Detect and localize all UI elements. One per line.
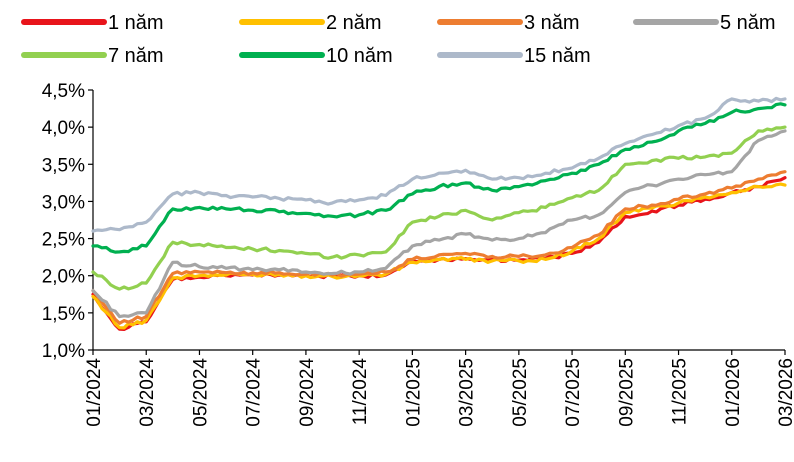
legend-label: 2 năm [326, 12, 382, 34]
x-tick-label: 03/2026 [776, 358, 794, 427]
legend-item: 7 năm [21, 45, 164, 67]
legend-label: 7 năm [108, 45, 164, 67]
x-tick-label: 01/2026 [723, 358, 744, 427]
y-tick-label: 1,0% [42, 341, 85, 362]
x-tick-label: 05/2024 [190, 358, 211, 427]
legend-item: 10 năm [239, 45, 393, 67]
x-tick-label: 07/2025 [563, 358, 584, 427]
series-line-2 [91, 182, 787, 330]
x-tick-label: 11/2024 [350, 358, 371, 426]
legend-label: 5 năm [720, 12, 776, 34]
series-line-4 [91, 129, 787, 319]
y-tick-label: 1,5% [42, 304, 85, 325]
x-tick-label: 09/2024 [297, 358, 318, 427]
legend-item: 5 năm [633, 12, 776, 34]
series-line-6 [91, 102, 787, 254]
legend-label: 1 năm [108, 12, 164, 34]
series-line-7 [91, 96, 787, 233]
x-tick-label: 09/2025 [616, 358, 637, 427]
y-tick-label: 4,0% [42, 118, 85, 139]
x-tick-label: 05/2025 [510, 358, 531, 427]
series-line-3 [91, 170, 787, 325]
y-tick-label: 2,0% [42, 267, 85, 288]
legend-label: 15 năm [524, 45, 591, 67]
y-tick-label: 2,5% [42, 230, 85, 251]
x-tick-label: 03/2024 [137, 358, 158, 427]
legend-item: 15 năm [437, 45, 591, 67]
legend-item: 3 năm [437, 12, 580, 34]
legend-item: 1 năm [21, 12, 164, 34]
y-tick-label: 3,5% [42, 155, 85, 176]
x-tick-label: 11/2025 [670, 358, 691, 425]
legend-item: 2 năm [239, 12, 382, 34]
series-line-5 [91, 125, 787, 291]
legend-label: 3 năm [524, 12, 580, 34]
x-tick-label: 01/2024 [84, 358, 105, 427]
x-tick-label: 03/2025 [457, 358, 478, 427]
x-tick-label: 01/2025 [403, 358, 424, 427]
y-tick-label: 3,0% [42, 192, 85, 213]
x-tick-label: 07/2024 [244, 358, 265, 427]
legend-label: 10 năm [326, 45, 393, 67]
y-tick-label: 4,5% [42, 81, 85, 102]
